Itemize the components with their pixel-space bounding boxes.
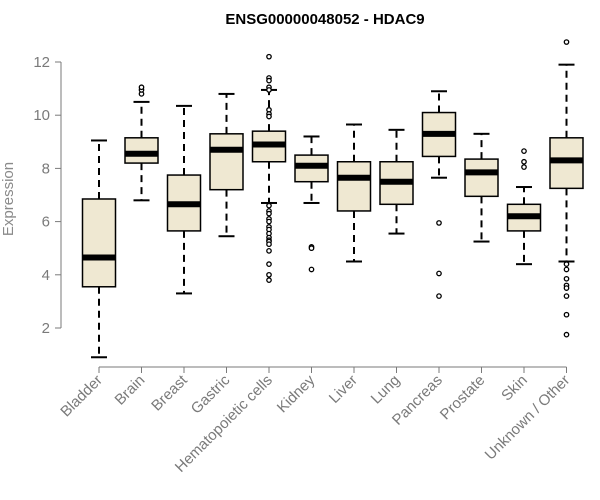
box-group-kidney xyxy=(294,135,329,273)
outlier-point xyxy=(266,77,272,84)
box-group-lung xyxy=(379,128,414,235)
outlier-point xyxy=(266,271,272,278)
outlier-point xyxy=(308,245,315,252)
box-group-hematopoietic-cells xyxy=(251,53,287,283)
y-tick-label: 4 xyxy=(42,267,50,284)
x-tick-label: Breast xyxy=(148,371,191,414)
x-tick-label: Liver xyxy=(326,372,361,407)
box-group-gastric xyxy=(209,92,244,238)
iqr-box xyxy=(81,198,117,288)
box-group-pancreas xyxy=(421,90,457,299)
y-tick-label: 2 xyxy=(42,320,50,337)
outlier-point xyxy=(138,84,145,91)
box-group-unknown-other xyxy=(549,39,584,338)
x-tick-label: Brain xyxy=(112,372,149,409)
x-tick-label: Prostate xyxy=(437,372,489,424)
y-tick-label: 8 xyxy=(42,160,50,177)
iqr-box xyxy=(464,158,499,198)
box-group-bladder xyxy=(81,139,117,359)
y-axis: 2 4 6 8 10 12 xyxy=(33,54,62,337)
x-tick-label: Bladder xyxy=(57,372,106,421)
box-group-breast xyxy=(166,104,202,295)
y-tick-label: 6 xyxy=(42,214,50,231)
outlier-point xyxy=(521,158,527,165)
box-group-prostate xyxy=(464,132,499,243)
outlier-point xyxy=(308,266,315,273)
x-tick-label: Lung xyxy=(368,372,404,408)
outlier-point xyxy=(563,266,570,273)
outlier-point xyxy=(436,270,442,277)
outlier-point xyxy=(266,210,272,217)
outlier-point xyxy=(521,164,527,170)
outlier-point xyxy=(266,241,272,248)
outlier-point xyxy=(436,220,442,226)
outlier-point xyxy=(266,248,272,254)
outlier-point xyxy=(266,53,272,60)
outlier-point xyxy=(563,285,570,291)
boxes-layer xyxy=(81,39,584,359)
y-tick-label: 10 xyxy=(33,107,50,124)
chart-title: ENSG00000048052 - HDAC9 xyxy=(225,11,424,28)
y-tick-label: 12 xyxy=(33,54,50,71)
outlier-point xyxy=(563,331,570,338)
outlier-point xyxy=(266,261,272,268)
box-group-liver xyxy=(336,123,372,263)
outlier-point xyxy=(266,218,272,225)
iqr-box xyxy=(209,133,244,191)
x-tick-label: Skin xyxy=(498,372,531,405)
outlier-point xyxy=(436,293,442,299)
outlier-point xyxy=(266,202,272,209)
outlier-point xyxy=(563,275,570,282)
y-axis-label: Expression xyxy=(0,162,17,236)
outlier-point xyxy=(563,311,570,318)
iqr-box xyxy=(336,161,372,212)
outlier-point xyxy=(563,261,570,268)
outlier-point xyxy=(266,277,272,283)
box-group-skin xyxy=(506,148,542,266)
outlier-point xyxy=(521,148,527,154)
outlier-point xyxy=(266,113,272,120)
iqr-box xyxy=(124,137,159,164)
outlier-point xyxy=(563,293,570,299)
x-tick-label: Kidney xyxy=(274,371,319,416)
outlier-point xyxy=(266,87,272,93)
box-group-brain xyxy=(124,84,159,202)
outlier-point xyxy=(563,39,570,45)
